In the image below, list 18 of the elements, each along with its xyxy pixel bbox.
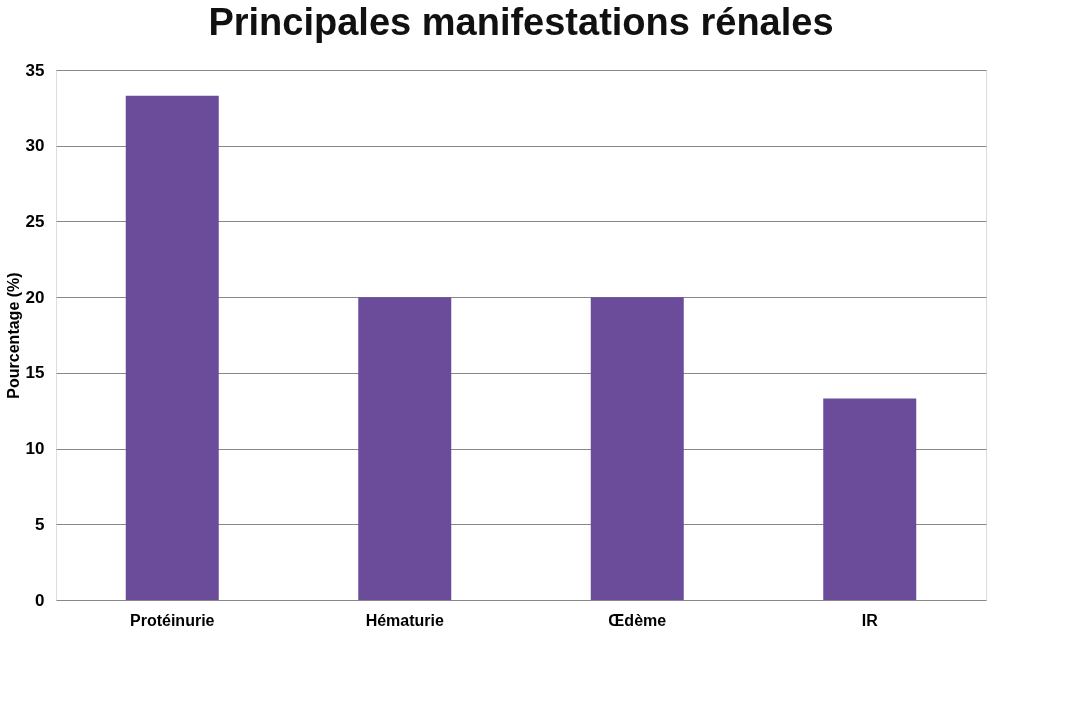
- bar: [358, 297, 452, 600]
- y-tick-label: 10: [25, 439, 45, 459]
- bar: [590, 297, 684, 600]
- x-tick-label: IR: [861, 611, 879, 629]
- y-tick-label: 0: [35, 590, 45, 610]
- y-tick-label: 35: [25, 60, 45, 80]
- y-tick-label: 20: [25, 287, 45, 307]
- x-tick-label: Hématurie: [365, 611, 444, 629]
- y-tick-label: 15: [25, 363, 45, 383]
- x-tick-label: Protéinurie: [130, 611, 215, 629]
- y-axis-title: Pourcentage (%): [4, 272, 22, 399]
- chart-title: Principales manifestations rénales: [208, 1, 834, 43]
- y-tick-label: 30: [25, 136, 45, 156]
- y-tick-label: 5: [35, 514, 45, 534]
- x-tick-label: Œdème: [608, 611, 667, 629]
- y-tick-label: 25: [25, 211, 45, 231]
- bar: [823, 398, 917, 600]
- bar: [125, 95, 219, 600]
